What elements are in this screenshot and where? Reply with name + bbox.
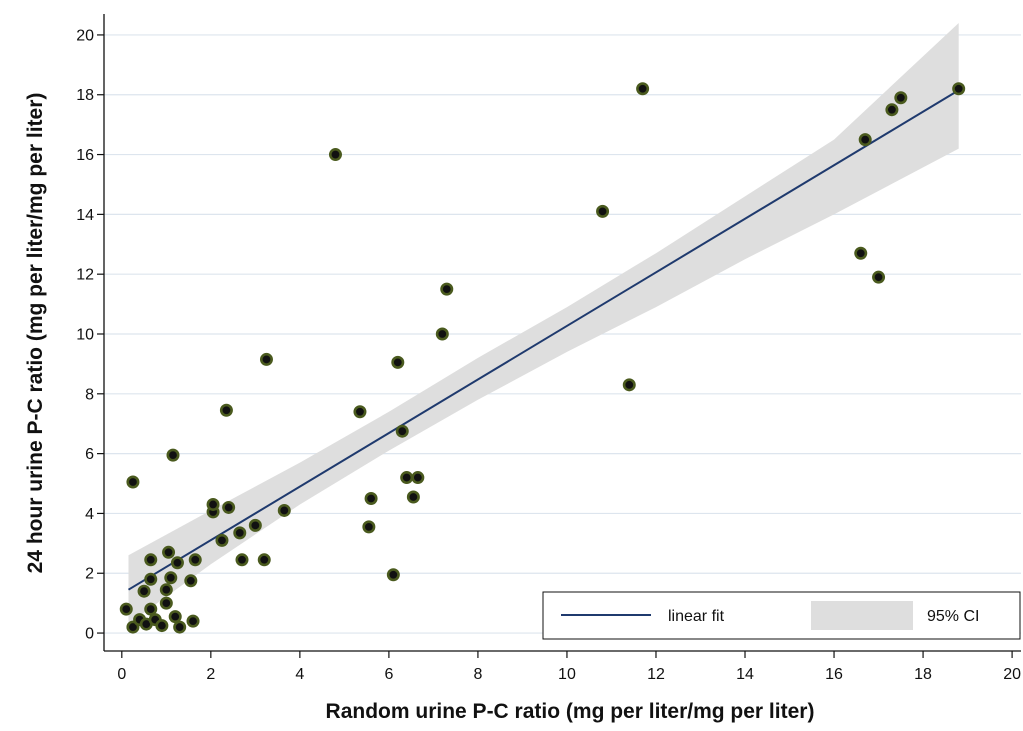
data-point-14 bbox=[166, 448, 180, 462]
data-point-29 bbox=[248, 518, 262, 532]
data-point-30 bbox=[257, 553, 271, 567]
y-tick-label-20: 20 bbox=[76, 27, 94, 44]
data-point-50 bbox=[872, 270, 886, 284]
data-point-18 bbox=[184, 574, 198, 588]
y-tick-label-2: 2 bbox=[85, 566, 94, 583]
x-axis-title: Random urine P-C ratio (mg per liter/mg … bbox=[326, 700, 815, 723]
y-tick-label-12: 12 bbox=[76, 267, 94, 284]
data-point-25 bbox=[219, 403, 233, 417]
data-point-20 bbox=[188, 553, 202, 567]
data-point-15 bbox=[168, 610, 182, 624]
data-point-0 bbox=[119, 602, 133, 616]
y-tick-label-18: 18 bbox=[76, 87, 94, 104]
ci-band bbox=[128, 23, 959, 625]
x-tick-label-2: 2 bbox=[206, 666, 215, 683]
data-point-27 bbox=[233, 526, 247, 540]
data-point-44 bbox=[440, 282, 454, 296]
data-point-48 bbox=[854, 246, 868, 260]
legend: linear fit 95% CI bbox=[542, 591, 1021, 640]
data-point-13 bbox=[164, 571, 178, 585]
data-point-33 bbox=[328, 148, 342, 162]
x-tick-label-12: 12 bbox=[647, 666, 665, 683]
data-points bbox=[119, 82, 966, 634]
data-point-36 bbox=[364, 491, 378, 505]
y-tick-label-8: 8 bbox=[85, 386, 94, 403]
fit-line-layer bbox=[127, 89, 960, 591]
data-point-37 bbox=[386, 568, 400, 582]
data-point-39 bbox=[395, 424, 409, 438]
data-point-9 bbox=[155, 619, 169, 633]
ci-band-layer bbox=[128, 23, 959, 625]
data-point-40 bbox=[400, 471, 414, 485]
legend-label-linear-fit: linear fit bbox=[668, 608, 725, 625]
data-point-34 bbox=[353, 405, 367, 419]
y-tick-label-10: 10 bbox=[76, 326, 94, 343]
data-point-26 bbox=[222, 500, 236, 514]
x-axis-ticks: 0 2 4 6 8 10 12 14 16 18 20 bbox=[117, 651, 1021, 683]
fit-line bbox=[127, 89, 960, 591]
data-point-53 bbox=[952, 82, 966, 96]
x-tick-label-14: 14 bbox=[736, 666, 754, 683]
data-point-35 bbox=[362, 520, 376, 534]
y-tick-label-0: 0 bbox=[85, 626, 94, 643]
data-point-38 bbox=[391, 355, 405, 369]
x-tick-label-16: 16 bbox=[825, 666, 843, 683]
y-tick-label-4: 4 bbox=[85, 506, 94, 523]
x-tick-label-4: 4 bbox=[295, 666, 304, 683]
data-point-28 bbox=[235, 553, 249, 567]
data-point-17 bbox=[173, 620, 187, 634]
x-tick-label-10: 10 bbox=[558, 666, 576, 683]
x-tick-label-18: 18 bbox=[914, 666, 932, 683]
y-tick-label-14: 14 bbox=[76, 207, 94, 224]
axes bbox=[103, 14, 1021, 652]
data-point-21 bbox=[126, 475, 140, 489]
y-axis-title: 24 hour urine P-C ratio (mg per liter/mg… bbox=[24, 93, 47, 574]
data-point-6 bbox=[144, 572, 158, 586]
data-point-51 bbox=[885, 103, 899, 117]
data-point-24 bbox=[215, 533, 229, 547]
data-point-49 bbox=[858, 133, 872, 147]
data-point-31 bbox=[259, 352, 273, 366]
data-point-45 bbox=[596, 204, 610, 218]
data-point-46 bbox=[622, 378, 636, 392]
data-point-16 bbox=[170, 556, 184, 570]
data-point-11 bbox=[159, 583, 173, 597]
y-axis-ticks: 0 2 4 6 8 10 12 14 16 18 20 bbox=[76, 27, 104, 643]
data-point-5 bbox=[144, 602, 158, 616]
data-point-19 bbox=[186, 614, 200, 628]
data-point-32 bbox=[277, 503, 291, 517]
data-point-7 bbox=[144, 553, 158, 567]
data-point-12 bbox=[162, 545, 176, 559]
data-point-43 bbox=[435, 327, 449, 341]
data-point-10 bbox=[159, 596, 173, 610]
legend-label-95-ci: 95% CI bbox=[927, 608, 979, 625]
legend-ci-swatch bbox=[811, 601, 913, 630]
legend-box bbox=[542, 591, 1021, 640]
data-point-41 bbox=[406, 490, 420, 504]
x-tick-label-6: 6 bbox=[384, 666, 393, 683]
x-tick-label-8: 8 bbox=[473, 666, 482, 683]
data-point-3 bbox=[137, 584, 151, 598]
data-point-23 bbox=[206, 497, 220, 511]
y-tick-label-6: 6 bbox=[85, 446, 94, 463]
data-point-42 bbox=[411, 471, 425, 485]
data-point-52 bbox=[894, 91, 908, 105]
y-tick-label-16: 16 bbox=[76, 147, 94, 164]
x-tick-label-0: 0 bbox=[117, 666, 126, 683]
x-tick-label-20: 20 bbox=[1003, 666, 1021, 683]
data-point-47 bbox=[636, 82, 650, 96]
